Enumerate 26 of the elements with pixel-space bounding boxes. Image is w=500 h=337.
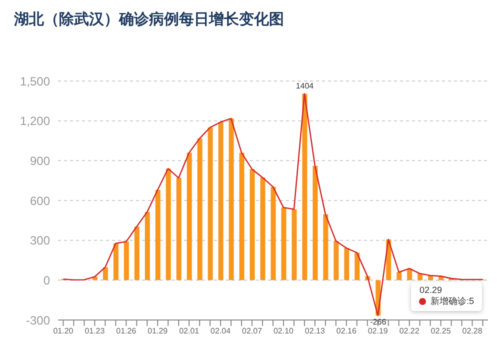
y-tick-label: 1,500 bbox=[20, 74, 50, 88]
x-tick-label: 01.26 bbox=[116, 326, 137, 336]
x-tick-label: 02.22 bbox=[399, 326, 420, 336]
x-tick-label: 02.01 bbox=[179, 326, 200, 336]
x-tick-label: 02.13 bbox=[304, 326, 326, 336]
x-tick-label: 01.23 bbox=[84, 326, 106, 336]
chart-title: 湖北（除武汉）确诊病例每日增长变化图 bbox=[14, 10, 284, 29]
annotation: 02.29 bbox=[419, 285, 442, 295]
x-tick-label: 01.29 bbox=[148, 326, 168, 336]
y-tick-label: 300 bbox=[30, 234, 50, 248]
data-label: 1404 bbox=[296, 82, 314, 91]
tooltip-box: 02.29 新增确诊:5 bbox=[411, 282, 482, 311]
y-tick-label: 900 bbox=[30, 154, 50, 168]
x-tick-label: 02.07 bbox=[242, 326, 263, 336]
x-tick-label: 01.20 bbox=[53, 326, 74, 336]
x-tick-label: 02.19 bbox=[368, 326, 388, 336]
x-tick-label: 02.16 bbox=[336, 326, 357, 336]
annotation: 新增确诊:5 bbox=[430, 295, 474, 308]
x-tick-label: 02.25 bbox=[430, 326, 452, 336]
y-tick-label: -300 bbox=[26, 313, 50, 328]
y-tick-label: 1,200 bbox=[20, 114, 50, 128]
x-tick-label: 02.28 bbox=[462, 326, 483, 336]
y-tick-label: 0 bbox=[43, 273, 50, 288]
x-tick-label: 02.10 bbox=[273, 326, 294, 336]
x-tick-label: 02.04 bbox=[210, 326, 232, 336]
y-tick-label: 600 bbox=[30, 194, 50, 208]
